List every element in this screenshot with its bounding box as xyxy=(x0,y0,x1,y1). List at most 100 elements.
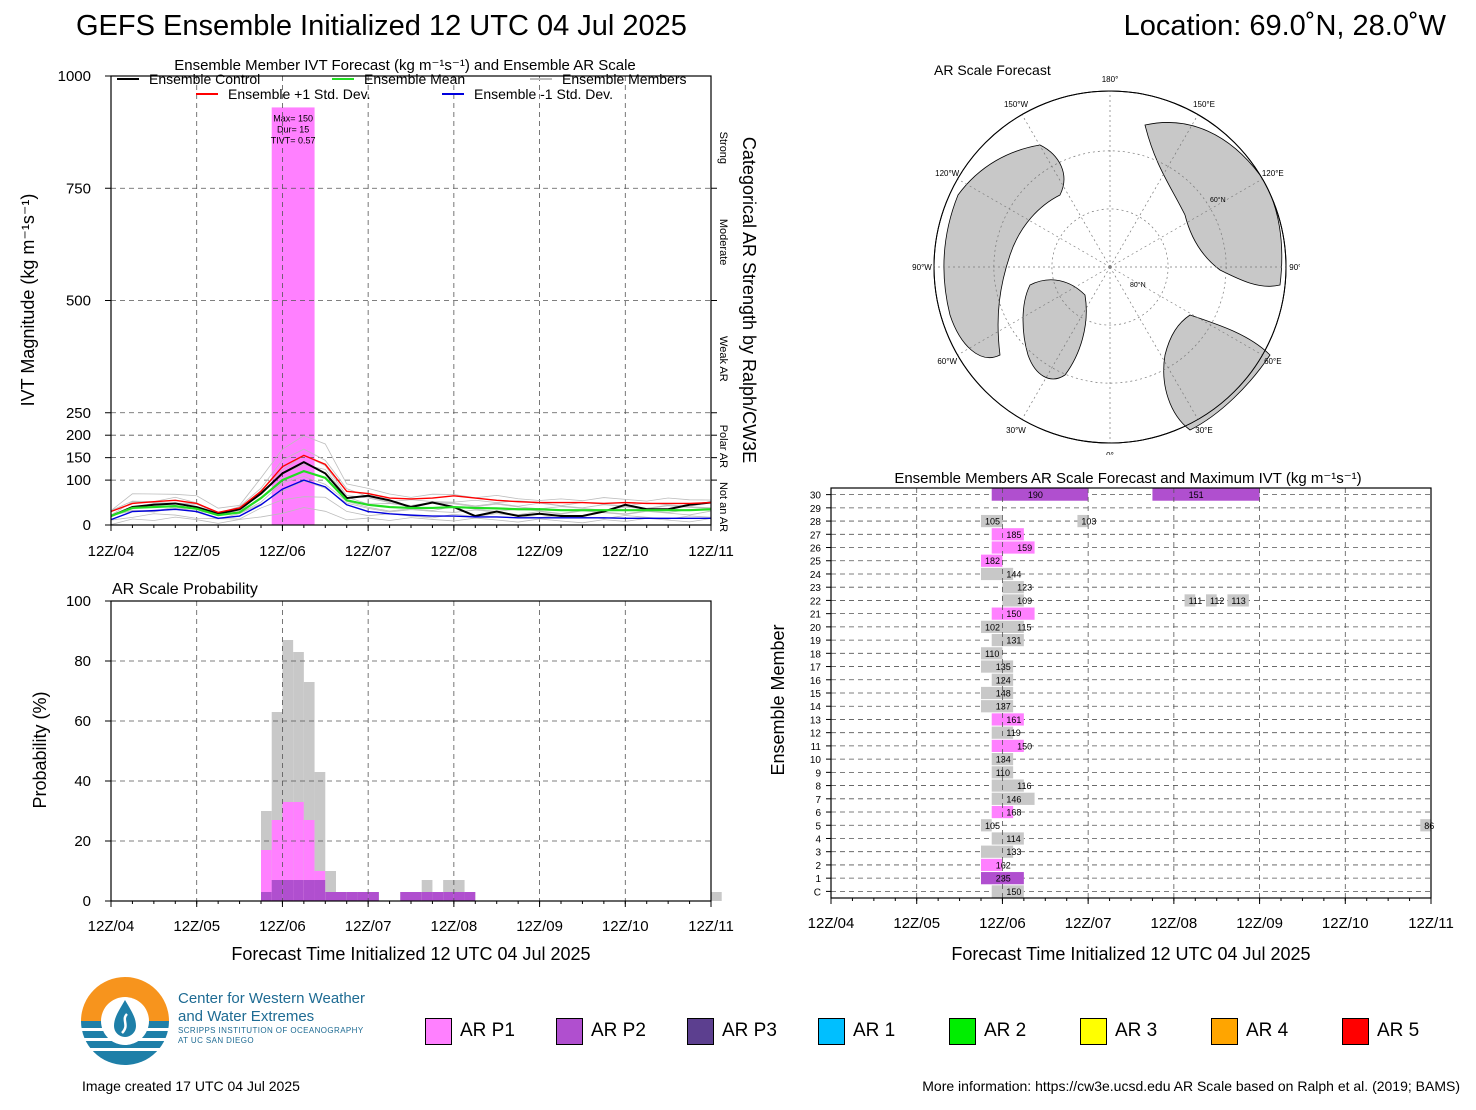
ensemble-member-line xyxy=(110,435,712,511)
prob-bar-p2 xyxy=(346,892,358,901)
prob-bar-total xyxy=(271,712,283,901)
prob-bar-p2 xyxy=(357,892,369,901)
prob-bar-total xyxy=(282,640,294,901)
members-chart-title: Ensemble Members AR Scale Forecast and M… xyxy=(894,470,1361,487)
member-max-ivt-label: 110 xyxy=(996,768,1010,778)
prob-x-tick-label: 12Z/08 xyxy=(431,918,478,935)
legend-entry: Ensemble -1 Std. Dev. xyxy=(474,86,613,102)
annotation-max: Max= 150 xyxy=(273,113,313,123)
member-row-label: 28 xyxy=(810,517,822,528)
prob-bar-p2 xyxy=(325,892,336,901)
ar-category-label: Moderate xyxy=(717,219,729,265)
member-row-label: 20 xyxy=(810,623,822,634)
members-x-tick-label: 12Z/04 xyxy=(808,915,855,932)
legend-label: AR P1 xyxy=(460,1020,515,1041)
member-row-label: 25 xyxy=(810,557,822,568)
member-max-ivt-label: 131 xyxy=(1006,636,1021,646)
member-segment xyxy=(1420,819,1431,832)
member-max-ivt-label: 116 xyxy=(1017,781,1031,791)
prob-bar-total xyxy=(421,880,433,901)
prob-bar-p2 xyxy=(282,880,294,901)
member-segment xyxy=(991,739,1024,753)
series-line-ensemble-1-std-dev- xyxy=(110,454,712,514)
prob-bar-p2 xyxy=(368,892,379,901)
member-row-label: 6 xyxy=(815,808,821,819)
logo-text: Center for Western Weather and Water Ext… xyxy=(178,990,365,1045)
ar-category-label: Polar AR xyxy=(717,425,729,468)
member-segment xyxy=(991,633,1024,647)
series-line-ensemble-mean xyxy=(110,469,712,518)
ivt-x-tick-label: 12Z/04 xyxy=(88,543,135,560)
member-max-ivt-label: 124 xyxy=(996,675,1011,685)
prob-bar-total xyxy=(303,682,315,901)
member-max-ivt-label: 112 xyxy=(1210,596,1224,606)
prob-bar-p2 xyxy=(303,880,315,901)
member-row-label: 5 xyxy=(815,821,821,832)
member-max-ivt-label: 150 xyxy=(1006,887,1021,897)
legend-item: AR P3 xyxy=(687,1016,777,1046)
series-line-ensemble-1-std-dev- xyxy=(110,479,711,521)
member-row-label: C xyxy=(814,887,821,898)
ivt-x-tick-label: 12Z/09 xyxy=(516,543,563,560)
logo-line-1: Center for Western Weather xyxy=(178,990,366,1007)
prob-bar-p2 xyxy=(271,880,283,901)
member-row-label: 26 xyxy=(810,544,822,555)
legend-swatch xyxy=(1211,1017,1238,1045)
member-max-ivt-label: 151 xyxy=(1189,490,1204,500)
prob-bar-p2 xyxy=(411,892,422,901)
member-max-ivt-label: 114 xyxy=(1006,834,1020,844)
member-segment xyxy=(1227,594,1249,607)
prob-bar-p2 xyxy=(314,880,326,901)
longitude-label: 180° xyxy=(1102,75,1119,84)
member-row-label: 13 xyxy=(810,715,822,726)
member-segment xyxy=(981,660,1014,673)
logo-line-3: SCRIPPS INSTITUTION OF OCEANOGRAPHY xyxy=(178,1026,364,1035)
meridian-line xyxy=(1021,114,1111,268)
member-max-ivt-label: 148 xyxy=(996,689,1011,699)
prob-y-tick-label: 60 xyxy=(74,713,91,730)
legend-label: AR 4 xyxy=(1246,1020,1289,1041)
member-row-label: 15 xyxy=(810,689,822,700)
member-segment xyxy=(981,514,1003,528)
member-segment xyxy=(981,647,1003,660)
ivt-y-tick-label: 250 xyxy=(66,405,91,422)
longitude-label: 30°E xyxy=(1195,426,1212,435)
prob-bar-p1 xyxy=(261,850,272,901)
location-label: Location: 69.0˚N, 28.0˚W xyxy=(1123,10,1446,42)
ar-scale-bar xyxy=(271,107,315,526)
prob-bar-total xyxy=(293,652,304,901)
ar-scale-map: AR Scale Forecast 180° 150°E 120°E 90°E 60°E… xyxy=(912,62,1300,455)
ivt-plot-frame xyxy=(110,75,712,526)
legend-label: AR 1 xyxy=(853,1020,896,1041)
longitude-label: 90°E xyxy=(1289,263,1300,272)
ivt-y-tick-label: 150 xyxy=(66,450,91,467)
prob-bar-p2 xyxy=(432,892,444,901)
member-row-label: 9 xyxy=(815,768,821,779)
legend-swatch xyxy=(949,1017,976,1045)
longitude-label: 60°W xyxy=(937,357,957,366)
member-row-label: 3 xyxy=(815,848,821,859)
prob-bar-p2 xyxy=(453,892,465,901)
member-max-ivt-label: 113 xyxy=(1231,596,1245,606)
member-segment xyxy=(981,819,992,832)
member-segment xyxy=(991,766,1014,779)
legend-swatch xyxy=(425,1017,452,1045)
more-info-label: More information: https://cw3e.ucsd.edu … xyxy=(922,1078,1460,1094)
prob-bar-p2 xyxy=(293,880,304,901)
longitude-label: 60°E xyxy=(1264,357,1281,366)
ivt-y-tick-label: 200 xyxy=(66,427,91,444)
member-row-label: 11 xyxy=(811,742,822,753)
longitude-label: 120°E xyxy=(1262,169,1284,178)
member-max-ivt-label: 135 xyxy=(996,662,1011,672)
member-max-ivt-label: 102 xyxy=(985,622,1000,632)
prob-bar-p2 xyxy=(336,892,347,901)
ivt-y-tick-label: 750 xyxy=(66,180,91,197)
prob-bar-total xyxy=(453,880,465,901)
member-row-label: 10 xyxy=(810,755,822,766)
prob-x-tick-label: 12Z/07 xyxy=(345,918,392,935)
ivt-x-tick-label: 12Z/11 xyxy=(688,543,734,560)
ivt-y-tick-label: 500 xyxy=(66,293,91,310)
ivt-y-axis-label: IVT Magnitude (kg m⁻¹s⁻¹) xyxy=(18,194,38,407)
member-max-ivt-label: 190 xyxy=(1028,490,1043,500)
prob-bar-p2 xyxy=(261,892,272,901)
